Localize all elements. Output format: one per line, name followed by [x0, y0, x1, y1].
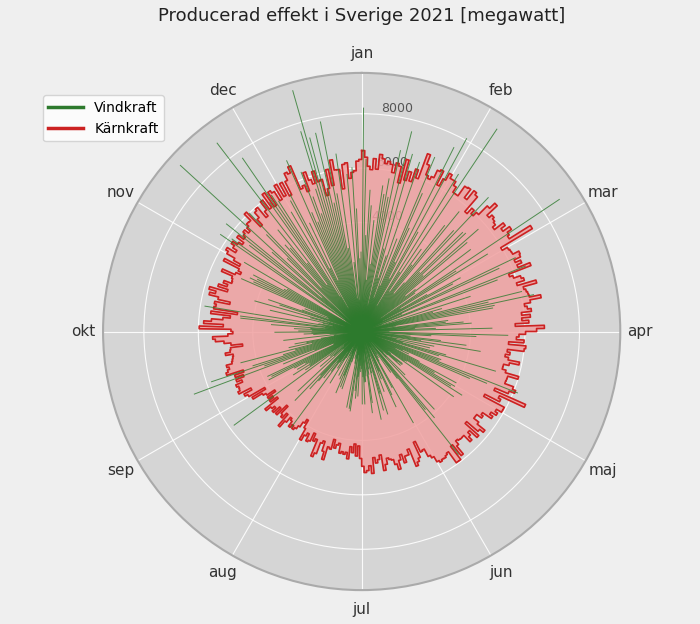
Polygon shape	[199, 150, 545, 474]
Legend: Vindkraft, Kärnkraft: Vindkraft, Kärnkraft	[43, 95, 164, 142]
Title: Producerad effekt i Sverige 2021 [megawatt]: Producerad effekt i Sverige 2021 [megawa…	[158, 7, 566, 25]
